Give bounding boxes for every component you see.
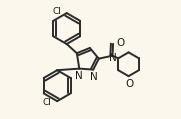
Text: N: N [109, 53, 117, 63]
Text: Cl: Cl [52, 7, 61, 16]
Text: Cl: Cl [43, 98, 52, 107]
Text: O: O [125, 79, 133, 89]
Text: N: N [75, 71, 83, 81]
Text: O: O [116, 38, 124, 48]
Text: N: N [90, 72, 98, 82]
